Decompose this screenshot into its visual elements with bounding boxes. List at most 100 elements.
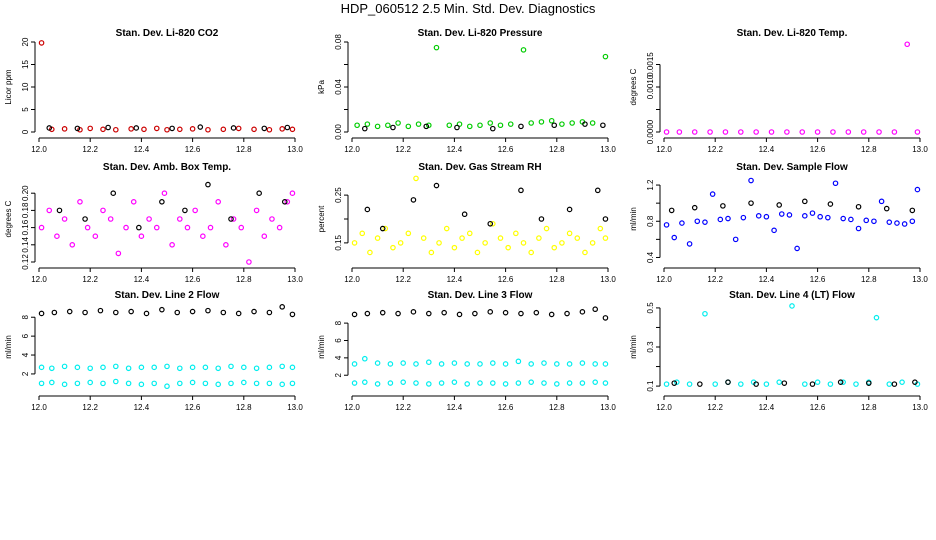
panel-title: Stan. Dev. Gas Stream RH (418, 162, 541, 173)
data-point (707, 129, 713, 135)
data-point (786, 212, 793, 218)
data-point (712, 381, 719, 387)
data-point (105, 124, 111, 131)
data-point (197, 124, 204, 130)
data-point (228, 380, 234, 387)
panel-3: Stan. Dev. Li-820 Temp. degrees C 0.0000 0.… (629, 28, 928, 154)
data-point (717, 216, 724, 223)
data-point (177, 126, 183, 133)
data-point (776, 379, 783, 385)
data-point (536, 235, 542, 241)
data-point (497, 235, 504, 241)
data-point (420, 235, 427, 241)
x-tick-label: 12.6 (498, 145, 514, 154)
data-point (97, 307, 104, 314)
data-point (51, 309, 58, 316)
y-tick-label: 0.8 (646, 215, 655, 227)
data-point (189, 364, 196, 371)
data-point (691, 129, 698, 135)
data-point (848, 216, 854, 223)
data-point (87, 379, 94, 386)
y-tick-label: 0.12 (21, 254, 30, 270)
data-point (515, 380, 522, 386)
data-point (423, 123, 430, 130)
data-point (487, 309, 494, 315)
data-point (697, 381, 703, 387)
data-point (809, 381, 816, 387)
data-point (438, 361, 445, 367)
x-tick-label: 13.0 (287, 275, 303, 284)
series-line3-flow-black (351, 306, 609, 321)
data-point (153, 224, 160, 231)
data-point (351, 361, 358, 367)
panel-9: Stan. Dev. Line 4 (LT) Flow ml/min 0.1 0.3 0… (629, 290, 928, 412)
series-sample-flow-sd-black (668, 198, 916, 214)
data-point (351, 311, 358, 318)
data-point (528, 249, 535, 256)
data-point (763, 381, 770, 387)
data-point (548, 117, 555, 124)
data-point (502, 361, 509, 367)
data-point (778, 211, 785, 217)
data-point (113, 126, 119, 133)
data-point (436, 240, 442, 246)
data-point (551, 122, 558, 129)
data-point (559, 240, 565, 246)
y-axis-label: ml/min (629, 335, 638, 359)
data-point (753, 129, 759, 135)
series-line2-flow-black (38, 304, 296, 318)
x-tick-label: 12.0 (656, 275, 672, 284)
data-point (817, 213, 823, 220)
data-point (151, 364, 158, 371)
panel-4: Stan. Dev. Amb. Box Temp. degrees C 0.12 0.… (4, 162, 303, 284)
data-point (84, 224, 91, 231)
data-point (256, 190, 262, 197)
data-point (794, 245, 800, 252)
x-tick-label: 12.8 (236, 145, 252, 154)
data-point (123, 224, 129, 231)
data-point (361, 355, 368, 362)
y-tick-label: 0.25 (334, 187, 343, 203)
data-point (553, 361, 560, 367)
data-point (364, 121, 371, 127)
data-point (520, 47, 527, 53)
y-tick-label: 8 (334, 320, 343, 325)
data-point (284, 124, 291, 131)
x-tick-label: 12.8 (236, 275, 252, 284)
data-point (825, 214, 831, 221)
data-point (602, 380, 609, 386)
data-point (100, 380, 106, 387)
data-point (840, 379, 847, 385)
series-line4-flow-sd-black (671, 379, 918, 387)
data-point (691, 204, 698, 211)
x-tick-label: 12.6 (498, 403, 514, 412)
data-point (46, 207, 53, 214)
data-point (395, 310, 401, 317)
data-point (886, 219, 893, 225)
data-point (253, 207, 260, 214)
data-point (100, 364, 106, 371)
panel-title: Stan. Dev. Line 4 (LT) Flow (729, 290, 855, 301)
x-tick-label: 12.2 (395, 145, 411, 154)
data-point (827, 381, 834, 387)
data-point (428, 249, 435, 256)
data-point (574, 235, 581, 241)
data-point (48, 365, 55, 372)
panel-7: Stan. Dev. Line 2 Flow ml/min 2 4 6 8 12.0 12.2… (4, 290, 303, 412)
y-tick-label: 0.14 (21, 236, 30, 252)
y-tick-label: 1.2 (646, 179, 655, 191)
data-point (253, 365, 260, 372)
data-point (801, 213, 808, 219)
data-point (230, 125, 237, 131)
x-tick-label: 12.0 (31, 403, 47, 412)
data-point (830, 129, 836, 135)
data-point (799, 129, 806, 135)
data-point (663, 222, 670, 228)
data-point (107, 216, 114, 222)
x-tick-label: 13.0 (600, 403, 616, 412)
x-tick-label: 12.2 (395, 403, 411, 412)
data-point (69, 242, 76, 248)
data-point (82, 216, 88, 222)
data-point (600, 122, 606, 129)
data-point (177, 365, 183, 372)
